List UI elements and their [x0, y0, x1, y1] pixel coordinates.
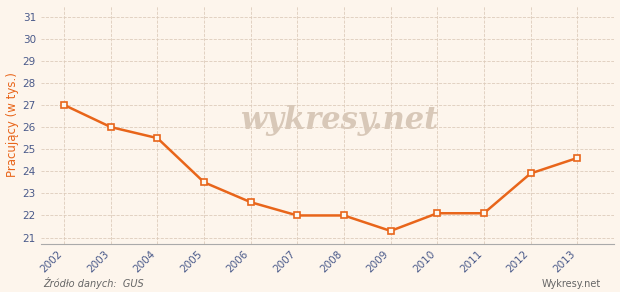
Text: Wykresy.net: Wykresy.net [542, 279, 601, 289]
Text: Źródło danych:  GUS: Źródło danych: GUS [43, 277, 144, 289]
Y-axis label: Pracujący (w tys.): Pracujący (w tys.) [6, 72, 19, 177]
Text: wykresy.net: wykresy.net [240, 105, 438, 135]
